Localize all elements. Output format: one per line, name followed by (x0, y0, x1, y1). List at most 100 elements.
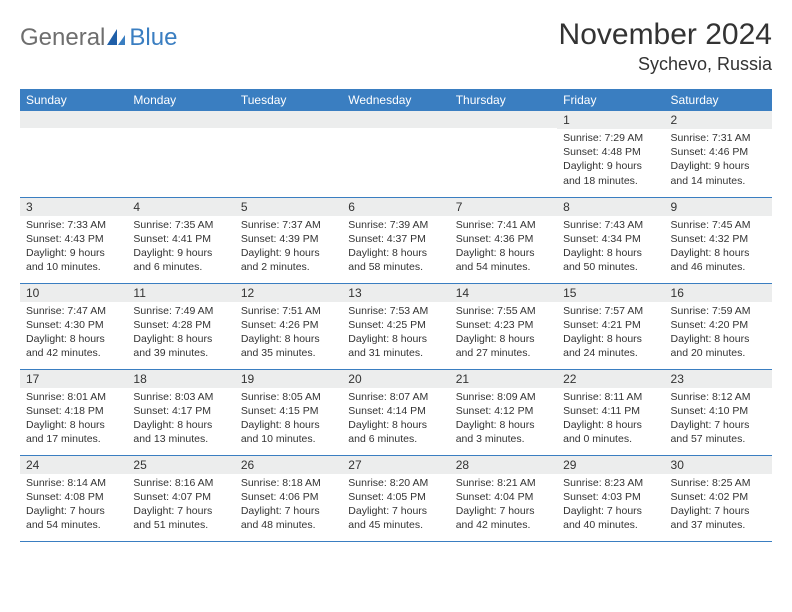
day-line: Sunrise: 7:29 AM (563, 131, 658, 145)
calendar-week-row: 3Sunrise: 7:33 AMSunset: 4:43 PMDaylight… (20, 197, 772, 283)
day-line: Sunrise: 8:16 AM (133, 476, 228, 490)
day-number: 24 (20, 456, 127, 474)
logo: General Blue (20, 18, 177, 52)
day-body: Sunrise: 7:37 AMSunset: 4:39 PMDaylight:… (235, 216, 342, 279)
day-line: Sunrise: 7:45 AM (671, 218, 766, 232)
day-line: Sunset: 4:28 PM (133, 318, 228, 332)
day-body: Sunrise: 8:18 AMSunset: 4:06 PMDaylight:… (235, 474, 342, 537)
day-number: 17 (20, 370, 127, 388)
day-line: Sunset: 4:02 PM (671, 490, 766, 504)
day-body (20, 128, 127, 134)
day-number: 18 (127, 370, 234, 388)
day-line: Sunset: 4:17 PM (133, 404, 228, 418)
page-subtitle: Sychevo, Russia (559, 54, 772, 75)
day-line: Sunrise: 7:41 AM (456, 218, 551, 232)
day-line: Daylight: 8 hours and 3 minutes. (456, 418, 551, 446)
day-number: 30 (665, 456, 772, 474)
weekday-header-row: SundayMondayTuesdayWednesdayThursdayFrid… (20, 89, 772, 111)
day-body: Sunrise: 7:47 AMSunset: 4:30 PMDaylight:… (20, 302, 127, 365)
day-line: Daylight: 9 hours and 18 minutes. (563, 159, 658, 187)
day-body: Sunrise: 7:51 AMSunset: 4:26 PMDaylight:… (235, 302, 342, 365)
calendar-table: SundayMondayTuesdayWednesdayThursdayFrid… (20, 89, 772, 542)
day-number: 27 (342, 456, 449, 474)
day-body (235, 128, 342, 134)
day-line: Daylight: 8 hours and 50 minutes. (563, 246, 658, 274)
day-body: Sunrise: 8:14 AMSunset: 4:08 PMDaylight:… (20, 474, 127, 537)
day-body: Sunrise: 7:31 AMSunset: 4:46 PMDaylight:… (665, 129, 772, 192)
day-line: Daylight: 8 hours and 24 minutes. (563, 332, 658, 360)
day-line: Sunset: 4:12 PM (456, 404, 551, 418)
calendar-day-cell: 11Sunrise: 7:49 AMSunset: 4:28 PMDayligh… (127, 283, 234, 369)
day-body: Sunrise: 7:55 AMSunset: 4:23 PMDaylight:… (450, 302, 557, 365)
day-line: Sunrise: 8:14 AM (26, 476, 121, 490)
calendar-day-cell (235, 111, 342, 197)
day-number: 16 (665, 284, 772, 302)
calendar-day-cell: 21Sunrise: 8:09 AMSunset: 4:12 PMDayligh… (450, 369, 557, 455)
calendar-day-cell (127, 111, 234, 197)
day-line: Sunrise: 7:57 AM (563, 304, 658, 318)
day-line: Daylight: 8 hours and 31 minutes. (348, 332, 443, 360)
day-line: Sunrise: 8:05 AM (241, 390, 336, 404)
day-line: Daylight: 7 hours and 42 minutes. (456, 504, 551, 532)
day-number: 20 (342, 370, 449, 388)
calendar-day-cell: 12Sunrise: 7:51 AMSunset: 4:26 PMDayligh… (235, 283, 342, 369)
day-line: Sunrise: 7:59 AM (671, 304, 766, 318)
day-line: Sunrise: 8:21 AM (456, 476, 551, 490)
day-line: Daylight: 8 hours and 46 minutes. (671, 246, 766, 274)
day-body: Sunrise: 8:20 AMSunset: 4:05 PMDaylight:… (342, 474, 449, 537)
day-line: Sunrise: 7:51 AM (241, 304, 336, 318)
day-number: 11 (127, 284, 234, 302)
day-line: Daylight: 7 hours and 51 minutes. (133, 504, 228, 532)
day-line: Sunset: 4:14 PM (348, 404, 443, 418)
day-body: Sunrise: 7:57 AMSunset: 4:21 PMDaylight:… (557, 302, 664, 365)
day-line: Sunset: 4:34 PM (563, 232, 658, 246)
day-line: Sunrise: 7:39 AM (348, 218, 443, 232)
day-line: Sunrise: 8:09 AM (456, 390, 551, 404)
day-line: Sunrise: 8:07 AM (348, 390, 443, 404)
day-line: Sunset: 4:08 PM (26, 490, 121, 504)
day-line: Daylight: 7 hours and 54 minutes. (26, 504, 121, 532)
day-line: Sunset: 4:46 PM (671, 145, 766, 159)
day-line: Sunrise: 8:20 AM (348, 476, 443, 490)
day-number: 1 (557, 111, 664, 129)
calendar-day-cell: 17Sunrise: 8:01 AMSunset: 4:18 PMDayligh… (20, 369, 127, 455)
day-line: Sunset: 4:30 PM (26, 318, 121, 332)
day-number (342, 111, 449, 128)
calendar-day-cell: 19Sunrise: 8:05 AMSunset: 4:15 PMDayligh… (235, 369, 342, 455)
day-line: Sunset: 4:04 PM (456, 490, 551, 504)
day-body: Sunrise: 7:59 AMSunset: 4:20 PMDaylight:… (665, 302, 772, 365)
day-body: Sunrise: 8:21 AMSunset: 4:04 PMDaylight:… (450, 474, 557, 537)
page-header: General Blue November 2024 Sychevo, Russ… (20, 18, 772, 75)
calendar-day-cell (20, 111, 127, 197)
day-body: Sunrise: 7:49 AMSunset: 4:28 PMDaylight:… (127, 302, 234, 365)
calendar-week-row: 1Sunrise: 7:29 AMSunset: 4:48 PMDaylight… (20, 111, 772, 197)
day-line: Daylight: 7 hours and 57 minutes. (671, 418, 766, 446)
day-body: Sunrise: 7:39 AMSunset: 4:37 PMDaylight:… (342, 216, 449, 279)
day-body: Sunrise: 7:43 AMSunset: 4:34 PMDaylight:… (557, 216, 664, 279)
day-number: 28 (450, 456, 557, 474)
calendar-day-cell: 2Sunrise: 7:31 AMSunset: 4:46 PMDaylight… (665, 111, 772, 197)
calendar-day-cell: 25Sunrise: 8:16 AMSunset: 4:07 PMDayligh… (127, 455, 234, 541)
weekday-header: Tuesday (235, 89, 342, 111)
day-line: Sunrise: 8:23 AM (563, 476, 658, 490)
calendar-day-cell: 22Sunrise: 8:11 AMSunset: 4:11 PMDayligh… (557, 369, 664, 455)
day-number: 25 (127, 456, 234, 474)
day-number (127, 111, 234, 128)
day-line: Daylight: 8 hours and 20 minutes. (671, 332, 766, 360)
day-line: Daylight: 9 hours and 6 minutes. (133, 246, 228, 274)
day-line: Daylight: 7 hours and 40 minutes. (563, 504, 658, 532)
day-line: Sunset: 4:18 PM (26, 404, 121, 418)
calendar-day-cell: 3Sunrise: 7:33 AMSunset: 4:43 PMDaylight… (20, 197, 127, 283)
day-line: Sunset: 4:03 PM (563, 490, 658, 504)
day-line: Daylight: 8 hours and 0 minutes. (563, 418, 658, 446)
day-line: Daylight: 8 hours and 27 minutes. (456, 332, 551, 360)
weekday-header: Thursday (450, 89, 557, 111)
day-line: Sunrise: 8:03 AM (133, 390, 228, 404)
calendar-day-cell: 29Sunrise: 8:23 AMSunset: 4:03 PMDayligh… (557, 455, 664, 541)
day-line: Sunset: 4:21 PM (563, 318, 658, 332)
day-line: Sunset: 4:06 PM (241, 490, 336, 504)
day-line: Sunset: 4:10 PM (671, 404, 766, 418)
day-number: 6 (342, 198, 449, 216)
calendar-day-cell: 13Sunrise: 7:53 AMSunset: 4:25 PMDayligh… (342, 283, 449, 369)
day-line: Sunset: 4:11 PM (563, 404, 658, 418)
